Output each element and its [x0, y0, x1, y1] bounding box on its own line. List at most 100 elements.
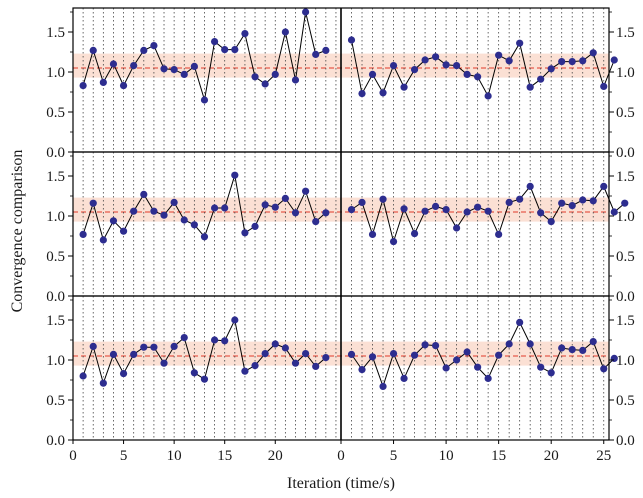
- data-point: [150, 343, 158, 351]
- data-point: [537, 209, 545, 217]
- data-point: [79, 230, 87, 238]
- data-point: [568, 346, 576, 354]
- data-point: [261, 201, 269, 209]
- data-point: [130, 62, 138, 70]
- y-tick-label: 0.0: [616, 145, 635, 161]
- x-tick-label: 25: [596, 448, 611, 464]
- data-point: [368, 353, 377, 361]
- data-point: [190, 369, 198, 377]
- data-point: [312, 218, 320, 226]
- data-point: [589, 49, 597, 57]
- data-point: [579, 346, 587, 354]
- data-point: [210, 336, 219, 344]
- x-tick-label: 0: [69, 448, 77, 464]
- data-point: [368, 70, 377, 78]
- data-point: [558, 344, 566, 352]
- panel-1: 0.0 0.0 0.5 0.5 1.0 1.0 1.5 1.5: [46, 7, 635, 161]
- data-point: [109, 350, 118, 358]
- data-point: [312, 362, 320, 370]
- data-point: [453, 356, 461, 364]
- data-point: [379, 89, 387, 97]
- data-point: [421, 56, 429, 64]
- data-point: [89, 199, 97, 207]
- data-point: [261, 80, 269, 88]
- data-point: [442, 61, 450, 69]
- y-tick-label: 0.0: [616, 289, 635, 305]
- data-point: [516, 39, 524, 47]
- data-point: [589, 197, 597, 205]
- data-point: [347, 350, 356, 358]
- data-point: [505, 57, 513, 65]
- data-point: [241, 367, 249, 375]
- data-point: [568, 202, 576, 210]
- y-tick-label: 0.0: [616, 433, 635, 449]
- data-point: [190, 62, 198, 70]
- x-tick-label: 10: [167, 448, 182, 464]
- data-point: [400, 205, 408, 213]
- data-point: [579, 57, 587, 65]
- data-point: [410, 66, 419, 74]
- data-point: [495, 230, 503, 238]
- chart-panels: 0.0 0.0 0.5 0.5 1.0 1.0 1.5 1.5 0.0 0.0 0.5 0.5 1.0 1…: [46, 7, 635, 464]
- data-point: [547, 65, 555, 73]
- data-point: [389, 350, 398, 358]
- panel-2: 0.0 0.0 0.5 0.5 1.0 1.0 1.5 1.5: [46, 151, 635, 305]
- data-point: [421, 207, 429, 215]
- data-point: [109, 60, 118, 68]
- data-point: [281, 28, 289, 36]
- data-point: [368, 230, 377, 238]
- data-point: [505, 340, 513, 348]
- data-point: [210, 38, 219, 46]
- y-tick-label: 1.0: [46, 353, 65, 369]
- y-tick-label: 1.0: [616, 209, 635, 225]
- data-point: [358, 198, 366, 206]
- data-point: [474, 203, 482, 211]
- data-point: [302, 187, 310, 195]
- x-axis-label: Iteration (time/s): [287, 475, 395, 492]
- y-tick-label: 1.5: [616, 25, 635, 41]
- data-point: [170, 198, 178, 206]
- data-point: [463, 208, 471, 216]
- data-point: [271, 340, 279, 348]
- x-tick-label: 5: [390, 448, 398, 464]
- y-tick-label: 0.5: [46, 105, 65, 121]
- data-point: [322, 354, 330, 362]
- y-tick-label: 0.0: [46, 433, 65, 449]
- y-tick-label: 1.5: [616, 313, 635, 329]
- data-point: [251, 362, 259, 370]
- data-point: [130, 350, 138, 358]
- data-point: [526, 83, 534, 91]
- data-point: [99, 78, 107, 86]
- data-point: [251, 73, 259, 81]
- data-point: [621, 199, 629, 207]
- y-tick-label: 1.0: [46, 65, 65, 81]
- y-tick-label: 0.0: [46, 289, 65, 305]
- y-tick-label: 1.5: [616, 169, 635, 185]
- y-tick-label: 1.5: [46, 169, 65, 185]
- data-point: [291, 76, 300, 84]
- data-point: [526, 182, 534, 190]
- data-point: [410, 230, 419, 238]
- data-point: [200, 96, 209, 104]
- data-point: [231, 316, 239, 324]
- x-tick-label: 20: [268, 448, 283, 464]
- data-point: [579, 196, 587, 204]
- y-tick-label: 1.0: [616, 353, 635, 369]
- data-point: [600, 182, 608, 190]
- data-point: [568, 58, 576, 66]
- data-point: [589, 338, 597, 346]
- data-point: [379, 382, 387, 390]
- data-point: [558, 199, 566, 207]
- y-tick-label: 1.5: [46, 25, 65, 41]
- data-point: [431, 53, 440, 61]
- x-tick-label: 15: [217, 448, 232, 464]
- x-tick-label: 20: [544, 448, 559, 464]
- data-point: [291, 359, 300, 367]
- data-point: [453, 62, 461, 70]
- data-point: [484, 92, 492, 100]
- data-point: [484, 374, 492, 382]
- data-point: [526, 340, 534, 348]
- y-tick-label: 1.0: [46, 209, 65, 225]
- data-point: [99, 236, 107, 244]
- data-point: [358, 90, 366, 98]
